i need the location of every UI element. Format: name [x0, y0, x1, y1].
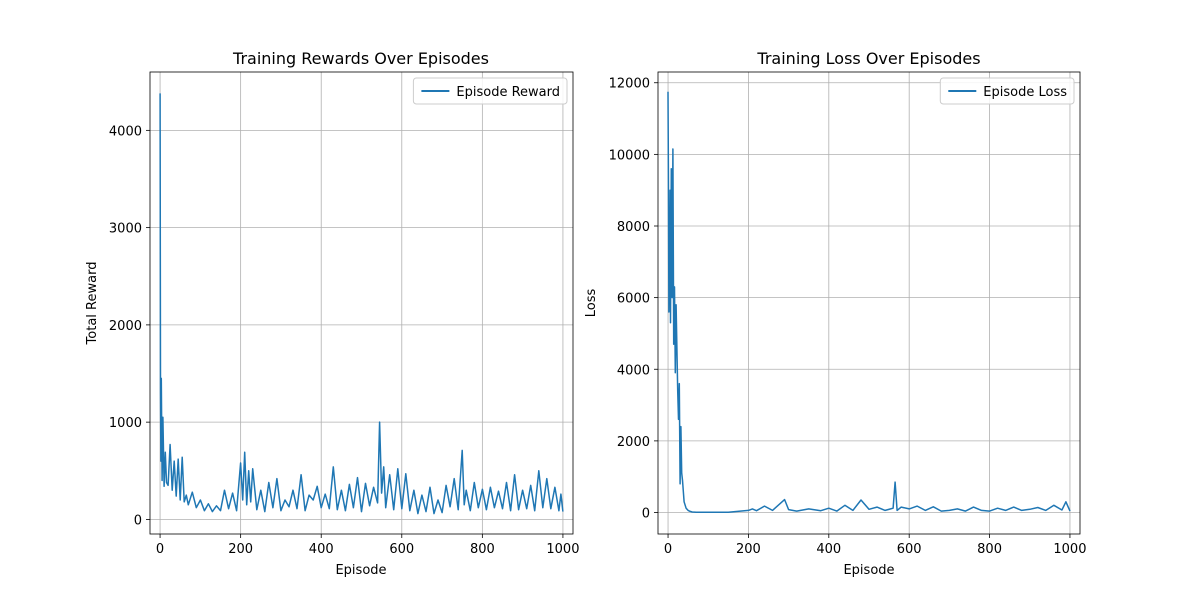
- loss-y-tick-label: 8000: [617, 220, 650, 235]
- loss-y-tick-label: 12000: [609, 77, 650, 92]
- rewards-x-tick-label: 1000: [546, 542, 579, 557]
- rewards-x-tick-label: 800: [470, 542, 495, 557]
- rewards-x-tick-label: 0: [156, 542, 164, 557]
- loss-y-tick-label: 0: [642, 507, 650, 522]
- loss-x-tick-label: 600: [897, 542, 922, 557]
- loss-x-axis-label: Episode: [843, 563, 894, 578]
- rewards-y-tick-label: 3000: [109, 222, 142, 237]
- loss-legend-box: [939, 77, 1075, 105]
- rewards-series-line: [159, 93, 564, 515]
- rewards-x-tick-label: 400: [309, 542, 334, 557]
- loss-x-tick-label: 0: [664, 542, 672, 557]
- loss-y-tick-label: 10000: [609, 148, 650, 163]
- rewards-y-tick-label: 1000: [109, 416, 142, 431]
- rewards-chart-panel: Training Rewards Over Episodes Episode T…: [85, 49, 579, 578]
- loss-series-line: [667, 91, 1071, 514]
- loss-chart-panel: Training Loss Over Episodes Episode Loss…: [584, 49, 1086, 578]
- rewards-grid: [150, 72, 573, 534]
- rewards-legend-box: [412, 77, 568, 105]
- loss-y-tick-label: 6000: [617, 292, 650, 307]
- loss-chart-title: Training Loss Over Episodes: [756, 49, 980, 68]
- loss-x-tick-label: 800: [977, 542, 1002, 557]
- loss-axes-frame: [657, 71, 1081, 535]
- loss-y-tick-label: 2000: [617, 435, 650, 450]
- rewards-legend-label: Episode Reward: [456, 85, 560, 100]
- loss-y-tick-label: 4000: [617, 363, 650, 378]
- rewards-y-axis-label: Total Reward: [85, 262, 100, 346]
- loss-y-axis-label: Loss: [584, 289, 599, 318]
- loss-legend: Episode Loss: [939, 77, 1075, 105]
- loss-x-tick-label: 200: [736, 542, 761, 557]
- loss-x-tick-label: 400: [816, 542, 841, 557]
- rewards-legend: Episode Reward: [412, 77, 568, 105]
- loss-legend-label: Episode Loss: [983, 85, 1067, 100]
- rewards-x-tick-label: 200: [228, 542, 253, 557]
- loss-grid: [658, 72, 1080, 534]
- loss-x-tick-label: 1000: [1053, 542, 1086, 557]
- rewards-axes-frame: [149, 71, 574, 535]
- rewards-x-tick-label: 600: [389, 542, 414, 557]
- rewards-y-tick-label: 2000: [109, 319, 142, 334]
- rewards-y-tick-label: 0: [134, 513, 142, 528]
- rewards-chart-title: Training Rewards Over Episodes: [232, 49, 489, 68]
- rewards-y-tick-label: 4000: [109, 124, 142, 139]
- rewards-x-axis-label: Episode: [335, 563, 386, 578]
